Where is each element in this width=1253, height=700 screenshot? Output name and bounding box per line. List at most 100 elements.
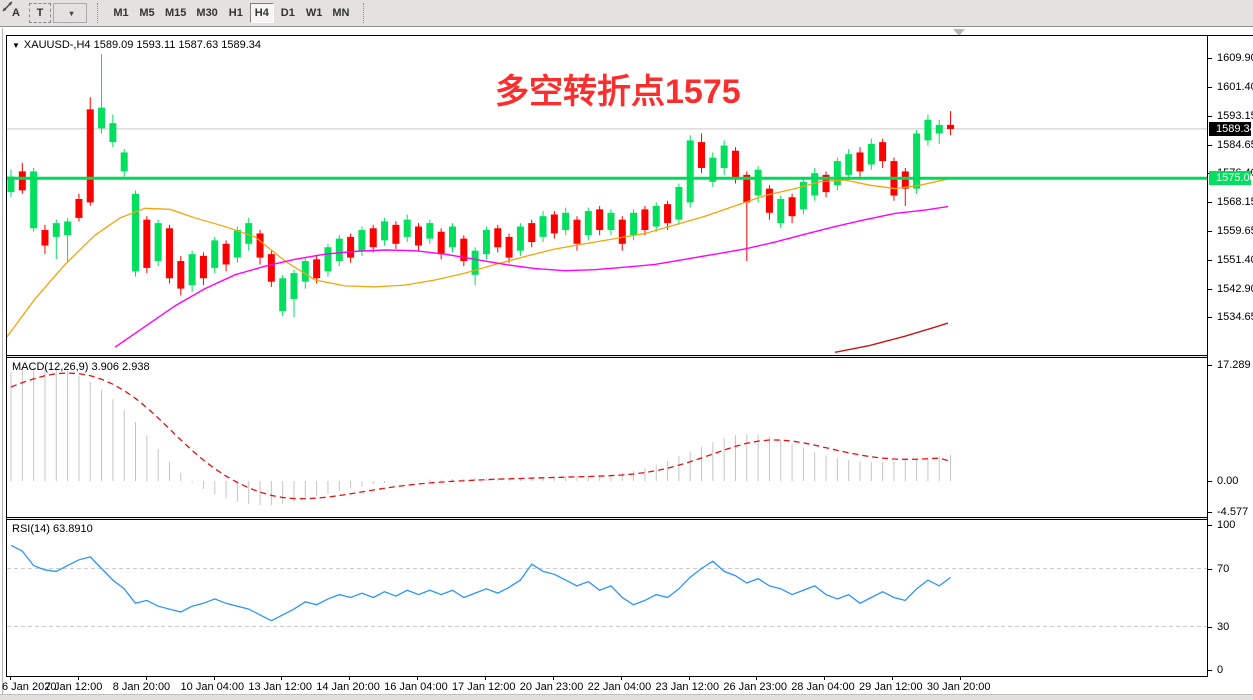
timeframe-button-d1[interactable]: D1 <box>280 7 295 19</box>
time-scale[interactable]: 6 Jan 2020 7 Jan 12:00 8 Jan 20:00 10 Jan 0… <box>2 677 1253 694</box>
candle-body <box>222 243 230 265</box>
macd-scale-label--4.577-tick <box>1208 511 1212 513</box>
time-tick <box>620 677 622 680</box>
candle-body <box>256 233 264 258</box>
candle-body <box>822 174 830 193</box>
time-tick <box>552 677 554 680</box>
chart-shift-marker[interactable] <box>953 29 965 36</box>
time-label-4: 13 Jan 12:00 <box>248 681 313 693</box>
candle-body <box>471 250 479 275</box>
price-label-1584.65: 1584.65 <box>1217 139 1253 152</box>
price-label-1568.15-tick <box>1208 201 1212 203</box>
macd-indicator-label: MACD(12,26,9) 3.906 2.938 <box>12 361 150 373</box>
rsi-scale-label-0-tick <box>1208 670 1212 671</box>
timeframe-button-w1[interactable]: W1 <box>305 7 323 19</box>
candle-body <box>765 188 773 213</box>
symbol-ohlc-label: ▼ XAUUSD-,H4 1589.09 1593.11 1587.63 1589… <box>12 39 262 51</box>
timeframe-button-h1[interactable]: H1 <box>228 7 243 19</box>
chevron-down-icon[interactable]: ▼ <box>12 41 20 50</box>
candle-body <box>347 236 355 258</box>
candle-body <box>562 212 570 231</box>
candle-body <box>52 223 60 237</box>
price-chart-panel[interactable]: ▼ XAUUSD-,H4 1589.09 1593.11 1587.63 1589… <box>7 36 1207 355</box>
candlestick-chart[interactable] <box>7 36 1207 355</box>
candle-body <box>505 236 513 258</box>
candle-body <box>947 124 955 130</box>
time-tick <box>213 677 215 680</box>
text-label-tool[interactable]: A <box>12 7 20 19</box>
candle-body <box>448 226 456 248</box>
macd-panel[interactable]: MACD(12,26,9) 3.906 2.938 <box>7 358 1207 517</box>
candle-body <box>686 140 694 203</box>
candle-body <box>18 171 26 191</box>
hline-price-label: 1575.00 <box>1209 171 1253 186</box>
bid-price-label: 1589.34 <box>1209 121 1253 136</box>
ma-slow-line <box>114 205 949 348</box>
toolbar-separator <box>363 3 367 23</box>
candle-body <box>188 254 196 286</box>
candle-body <box>879 142 887 162</box>
candle-body <box>528 223 536 243</box>
candle-body <box>233 230 241 258</box>
price-label-1542.90-tick <box>1208 288 1212 290</box>
candle-body <box>290 273 298 299</box>
timeframe-button-h4[interactable]: H4 <box>249 3 274 23</box>
rsi-chart[interactable] <box>7 520 1207 676</box>
timeframe-button-m15[interactable]: M15 <box>165 7 187 19</box>
candle-body <box>799 181 807 210</box>
macd-chart[interactable] <box>7 358 1207 517</box>
price-label-1542.90: 1542.90 <box>1217 282 1253 295</box>
price-label-1534.65-tick <box>1208 317 1212 319</box>
candle-body <box>120 152 128 172</box>
price-label-1551.40: 1551.40 <box>1217 253 1253 266</box>
candle-body <box>30 171 38 229</box>
text-tool[interactable]: T <box>29 3 51 23</box>
timeframe-button-m1[interactable]: M1 <box>113 7 129 19</box>
timeframe-button-mn[interactable]: MN <box>332 7 350 19</box>
timeframe-button-m30[interactable]: M30 <box>196 7 218 19</box>
candle-body <box>403 219 411 237</box>
time-tick <box>824 677 826 680</box>
macd-signal-line <box>10 372 951 500</box>
panel-separator[interactable] <box>7 355 1253 358</box>
candle-body <box>550 214 558 234</box>
macd-scale-label-0.00: 0.00 <box>1217 475 1239 487</box>
candle-body <box>913 133 921 189</box>
price-label-1609.90-tick <box>1208 58 1212 59</box>
candle-body <box>369 228 377 248</box>
time-tick <box>484 677 486 680</box>
time-label-8: 20 Jan 23:00 <box>519 681 584 693</box>
candle-body <box>7 176 15 193</box>
diagonal-arrows-icon <box>2 1 13 12</box>
price-label-1559.65: 1559.65 <box>1217 225 1253 238</box>
candle-body <box>596 209 604 231</box>
price-scale[interactable]: 1609.901601.401593.151584.651576.401568.… <box>1207 36 1253 677</box>
rsi-scale-label-70-tick <box>1208 568 1212 570</box>
panel-separator[interactable] <box>7 517 1253 520</box>
time-label-13: 29 Jan 12:00 <box>859 681 923 693</box>
candle-body <box>573 219 581 244</box>
rsi-panel[interactable]: RSI(14) 63.8910 <box>7 520 1207 676</box>
chart-annotation-text[interactable]: 多空转折点1575 <box>495 73 741 111</box>
time-tick <box>281 677 283 680</box>
candle-body <box>86 109 94 203</box>
timeframe-button-m5[interactable]: M5 <box>139 7 155 19</box>
time-tick <box>959 677 961 680</box>
candle-body <box>754 169 762 196</box>
candle-body <box>199 255 207 279</box>
candle-body <box>426 223 434 239</box>
arrow-objects-tool[interactable]: ▾ <box>2 1 87 23</box>
rsi-scale-label-30: 30 <box>1217 620 1230 633</box>
candle-body <box>358 230 366 251</box>
candle-body <box>313 259 321 279</box>
price-label-1601.40-tick <box>1208 87 1212 89</box>
candle-body <box>381 221 389 241</box>
candle-body <box>482 230 490 255</box>
window-bottom-strip <box>0 694 1253 700</box>
candle-body <box>494 228 502 248</box>
time-label-14: 30 Jan 20:00 <box>926 681 991 693</box>
macd-scale-label-17.289: 17.289 <box>1217 358 1251 371</box>
time-tick <box>10 677 11 680</box>
candle-body <box>698 142 706 168</box>
